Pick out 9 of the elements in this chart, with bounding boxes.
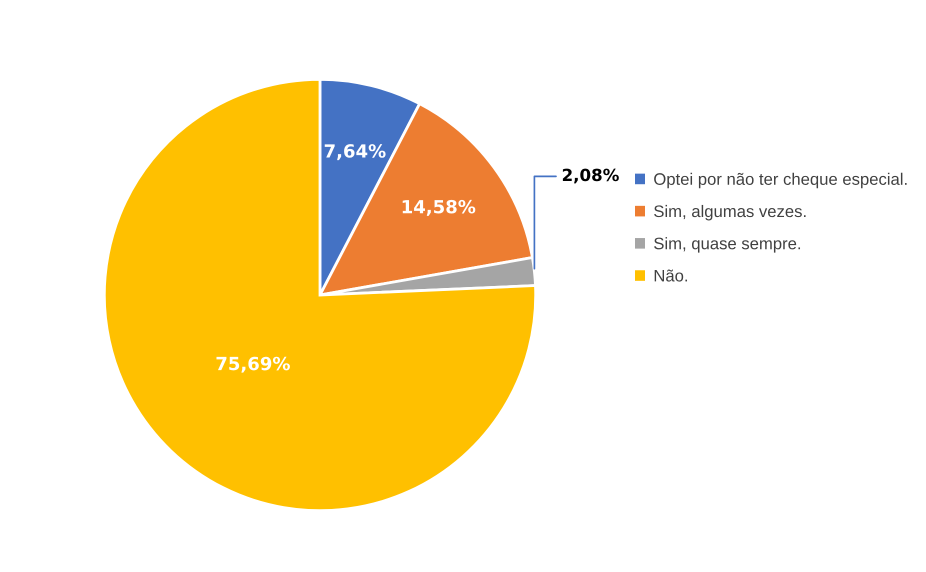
legend-label: Sim, algumas vezes. xyxy=(654,204,806,220)
data-label: 7,64% xyxy=(324,144,386,160)
legend-label: Não. xyxy=(654,269,688,282)
legend-label: Sim, quase sempre. xyxy=(654,237,800,253)
pie-slice xyxy=(102,78,538,512)
data-label: 14,58% xyxy=(402,200,476,216)
data-label: 75,69% xyxy=(216,356,290,373)
legend-label: Optei por não ter cheque especial. xyxy=(654,172,907,188)
data-label: 2,08% xyxy=(562,168,619,184)
